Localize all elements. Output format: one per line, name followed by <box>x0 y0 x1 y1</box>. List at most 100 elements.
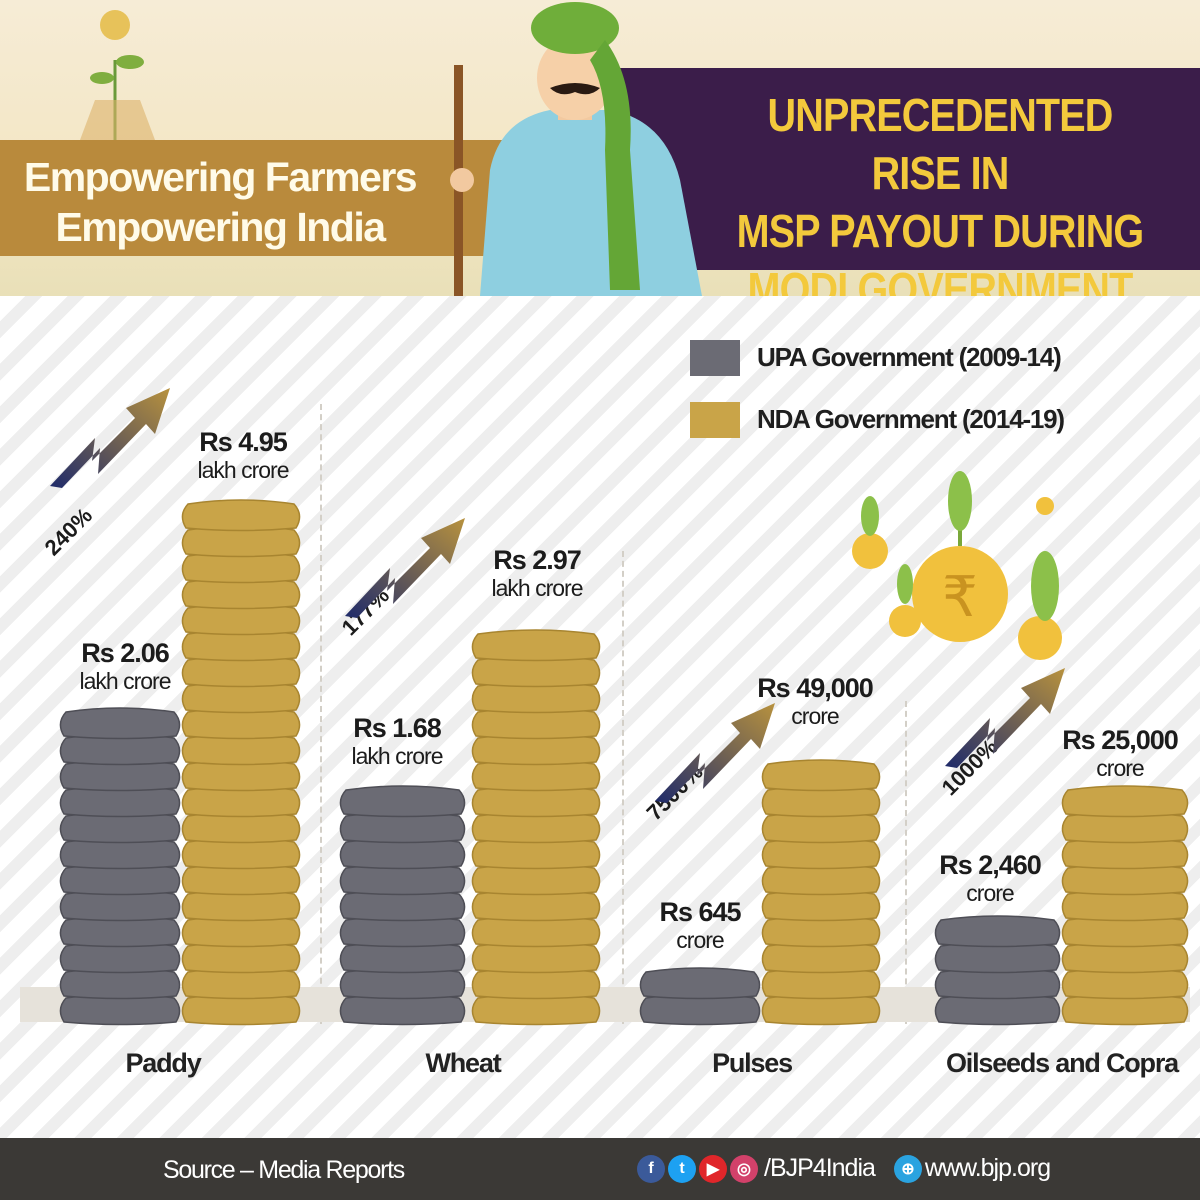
sack <box>59 707 181 740</box>
sack <box>339 811 466 844</box>
rupee-plant-icon <box>80 10 155 140</box>
sack <box>761 837 881 870</box>
nda-amount: Rs 25,000 <box>1062 725 1179 755</box>
category-label: Wheat <box>425 1048 501 1078</box>
legend-label-upa: UPA Government (2009-14) <box>757 342 1062 372</box>
legend-swatch-upa <box>690 340 740 376</box>
website-link[interactable]: www.bjp.org <box>924 1154 1051 1182</box>
upa-bar-0 <box>59 707 181 1026</box>
sack <box>339 941 466 974</box>
divider <box>905 701 907 1024</box>
sack <box>471 629 601 662</box>
sack <box>59 811 181 844</box>
sack <box>471 811 601 844</box>
upa-value-label: Rs 2.06 lakh crore <box>45 639 205 695</box>
nda-amount: Rs 2.97 <box>493 545 582 575</box>
title-panel <box>612 68 1200 270</box>
legend-swatch-nda <box>690 402 740 438</box>
upa-value-label: Rs 2,460 crore <box>910 851 1070 907</box>
nda-value-label: Rs 4.95 lakh crore <box>163 428 323 484</box>
sack <box>934 941 1061 974</box>
left-title: Empowering Farmers Empowering India <box>0 152 440 252</box>
sack-stacks <box>20 388 1190 1026</box>
nda-value-label: Rs 49,000 crore <box>735 674 895 730</box>
main-title-line1: UNPRECEDENTED RISE IN <box>767 89 1114 199</box>
sack <box>181 629 301 662</box>
social-handle[interactable]: /BJP4India <box>764 1154 876 1182</box>
sack <box>471 759 601 792</box>
sack <box>471 993 601 1026</box>
youtube-icon[interactable]: ▶ <box>699 1154 727 1183</box>
sack <box>761 785 881 818</box>
sack <box>339 863 466 896</box>
upa-bar-3 <box>934 915 1061 1026</box>
sack <box>59 889 181 922</box>
upa-value-label: Rs 645 crore <box>620 898 780 954</box>
growth-arrow-icon <box>655 703 775 803</box>
sack <box>639 967 761 1000</box>
left-title-line1: Empowering Farmers <box>23 154 418 200</box>
growth-arrow-icon <box>945 668 1065 768</box>
sack <box>1061 811 1189 844</box>
upa-unit: crore <box>966 880 1014 906</box>
upa-unit: lakh crore <box>351 743 444 769</box>
upa-amount: Rs 2.06 <box>81 638 170 668</box>
sack <box>1061 785 1189 818</box>
facebook-icon[interactable]: f <box>637 1154 665 1183</box>
social-links: f t ▶ ◎ /BJP4India ⊕ www.bjp.org <box>637 1154 1051 1183</box>
sack <box>181 785 301 818</box>
twitter-icon[interactable]: t <box>668 1154 696 1183</box>
category-label: Oilseeds and Copra <box>946 1048 1179 1078</box>
sack <box>761 993 881 1026</box>
upa-amount: Rs 1.68 <box>353 713 442 743</box>
upa-unit: crore <box>676 927 724 953</box>
upa-bar-2 <box>639 967 761 1026</box>
sack <box>59 837 181 870</box>
category-label: Pulses <box>712 1048 793 1078</box>
sack <box>181 811 301 844</box>
growth-arrow-icon <box>345 518 465 618</box>
sack <box>59 785 181 818</box>
sack <box>339 967 466 1000</box>
sack <box>471 655 601 688</box>
sack <box>339 889 466 922</box>
sack <box>339 785 466 818</box>
sack <box>761 941 881 974</box>
svg-text:₹: ₹ <box>942 565 978 628</box>
sack <box>639 993 761 1026</box>
sack <box>471 837 601 870</box>
sack <box>59 967 181 1000</box>
nda-value-label: Rs 2.97 lakh crore <box>457 546 617 602</box>
rupee-coins-plants-icon: ₹ <box>852 471 1062 660</box>
left-title-line2: Empowering India <box>55 204 386 250</box>
nda-bar-3 <box>1061 785 1189 1026</box>
farmer-illustration <box>450 2 702 296</box>
divider <box>622 551 624 1024</box>
header-banner: Empowering Farmers Empowering India UNPR… <box>0 0 1200 315</box>
sack <box>1061 863 1189 896</box>
sack <box>471 941 601 974</box>
sack <box>181 603 301 636</box>
instagram-icon[interactable]: ◎ <box>730 1154 758 1183</box>
sack <box>761 967 881 1000</box>
sack <box>59 993 181 1026</box>
source-text: Source – Media Reports <box>163 1156 405 1184</box>
sack <box>59 941 181 974</box>
sack <box>181 941 301 974</box>
sack <box>471 967 601 1000</box>
sack <box>181 551 301 584</box>
sack <box>761 889 881 922</box>
sack <box>181 967 301 1000</box>
brown-band <box>0 140 520 256</box>
sack <box>181 577 301 610</box>
nda-bar-0 <box>181 499 301 1026</box>
growth-arrow-icon <box>50 388 170 488</box>
nda-value-label: Rs 25,000 crore <box>1040 726 1200 782</box>
sack <box>339 993 466 1026</box>
sack <box>934 993 1061 1026</box>
sack <box>339 837 466 870</box>
nda-bar-1 <box>471 629 601 1026</box>
nda-amount: Rs 4.95 <box>199 427 288 457</box>
sack <box>181 993 301 1026</box>
sack <box>471 915 601 948</box>
